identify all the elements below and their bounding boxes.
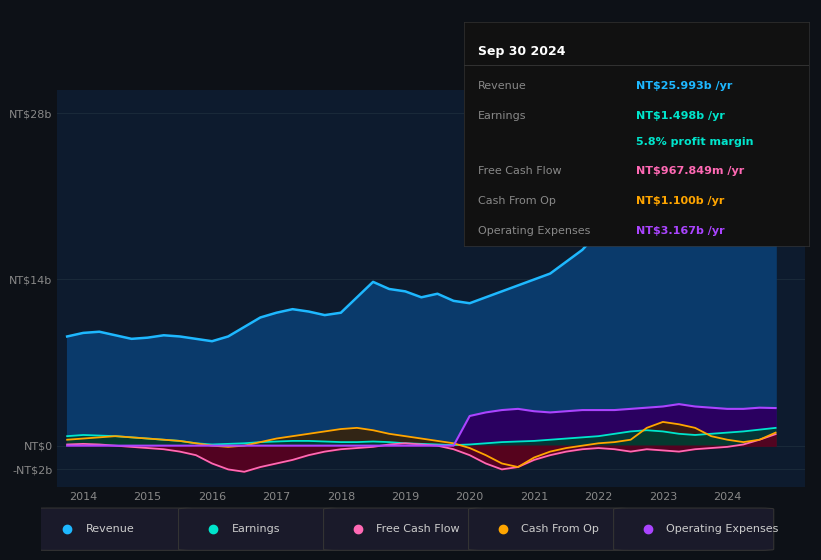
Text: NT$1.100b /yr: NT$1.100b /yr	[636, 196, 725, 206]
FancyBboxPatch shape	[323, 508, 484, 550]
Text: Free Cash Flow: Free Cash Flow	[376, 524, 460, 534]
FancyBboxPatch shape	[469, 508, 629, 550]
FancyBboxPatch shape	[178, 508, 338, 550]
FancyBboxPatch shape	[34, 508, 194, 550]
Text: Operating Expenses: Operating Expenses	[667, 524, 779, 534]
Text: Earnings: Earnings	[478, 111, 526, 122]
Text: Earnings: Earnings	[232, 524, 280, 534]
Text: 5.8% profit margin: 5.8% profit margin	[636, 137, 754, 147]
Text: Revenue: Revenue	[478, 81, 526, 91]
Text: NT$1.498b /yr: NT$1.498b /yr	[636, 111, 725, 122]
FancyBboxPatch shape	[613, 508, 773, 550]
Text: Revenue: Revenue	[86, 524, 135, 534]
Text: NT$25.993b /yr: NT$25.993b /yr	[636, 81, 732, 91]
Text: Cash From Op: Cash From Op	[521, 524, 599, 534]
Text: Free Cash Flow: Free Cash Flow	[478, 166, 562, 176]
Text: Sep 30 2024: Sep 30 2024	[478, 45, 565, 58]
Text: Cash From Op: Cash From Op	[478, 196, 556, 206]
Text: Operating Expenses: Operating Expenses	[478, 226, 590, 236]
Text: NT$967.849m /yr: NT$967.849m /yr	[636, 166, 745, 176]
Text: NT$3.167b /yr: NT$3.167b /yr	[636, 226, 725, 236]
